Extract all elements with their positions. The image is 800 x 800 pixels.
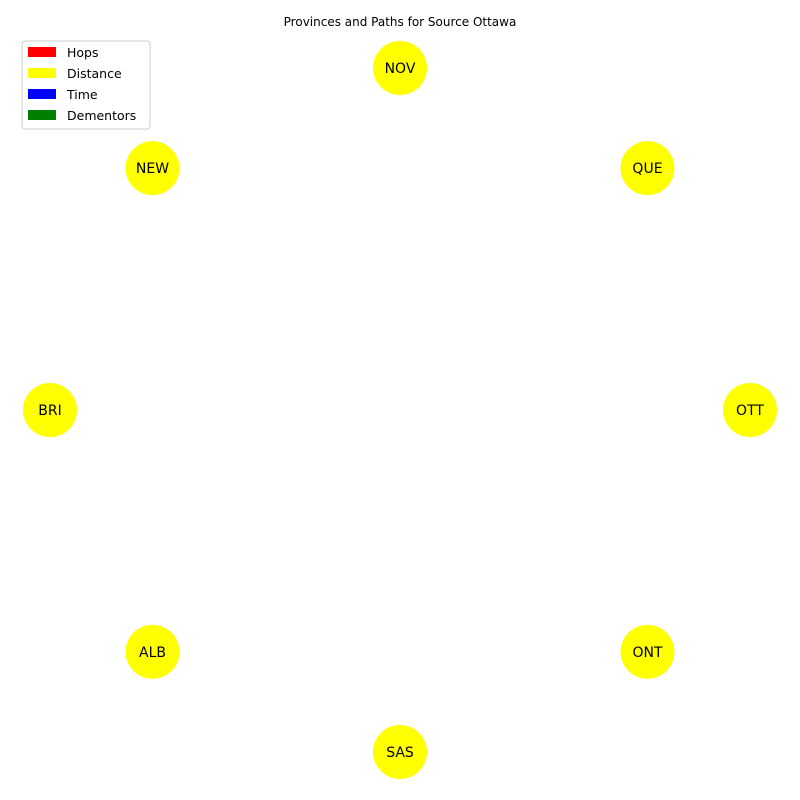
node-ott: OTT <box>723 383 777 437</box>
legend-item-distance: Distance <box>28 66 122 81</box>
legend-items: Hops Distance Time Dementors <box>28 45 136 123</box>
node-circle <box>373 725 427 779</box>
legend-item-dementors: Dementors <box>28 108 136 123</box>
node-label: ALB <box>139 645 166 661</box>
node-nov: NOV <box>373 41 427 95</box>
node-label: OTT <box>736 403 764 419</box>
node-label: ONT <box>632 645 662 661</box>
legend-label: Time <box>66 87 98 102</box>
legend: Hops Distance Time Dementors <box>21 40 151 130</box>
legend-label: Distance <box>67 66 122 81</box>
node-circle <box>620 141 675 196</box>
node-label: NOV <box>385 61 416 77</box>
node-que: QUE <box>620 141 675 196</box>
legend-item-time: Time <box>28 87 98 102</box>
node-ont: ONT <box>620 624 675 679</box>
legend-item-hops: Hops <box>28 45 99 60</box>
node-circle <box>125 624 180 679</box>
legend-label: Dementors <box>67 108 136 123</box>
node-label: SAS <box>386 745 414 761</box>
node-circle <box>373 41 427 95</box>
legend-label: Hops <box>67 45 99 60</box>
legend-swatch <box>28 68 56 78</box>
node-circle <box>125 141 180 196</box>
node-label: NEW <box>136 161 169 177</box>
node-sas: SAS <box>373 725 427 779</box>
legend-swatch <box>28 89 56 99</box>
node-label: BRI <box>38 403 61 419</box>
node-alb: ALB <box>125 624 180 679</box>
node-circle <box>620 624 675 679</box>
legend-swatch <box>28 47 56 57</box>
node-bri: BRI <box>23 383 77 437</box>
legend-swatch <box>28 110 56 120</box>
node-label: QUE <box>632 161 662 177</box>
node-circle <box>723 383 777 437</box>
node-new: NEW <box>125 141 180 196</box>
nodes-layer: OTT QUE NOV NEW BRI ALB SAS ONT <box>23 41 777 779</box>
node-circle <box>23 383 77 437</box>
legend-frame <box>21 40 151 130</box>
figure-title: Provinces and Paths for Source Ottawa <box>284 15 517 29</box>
